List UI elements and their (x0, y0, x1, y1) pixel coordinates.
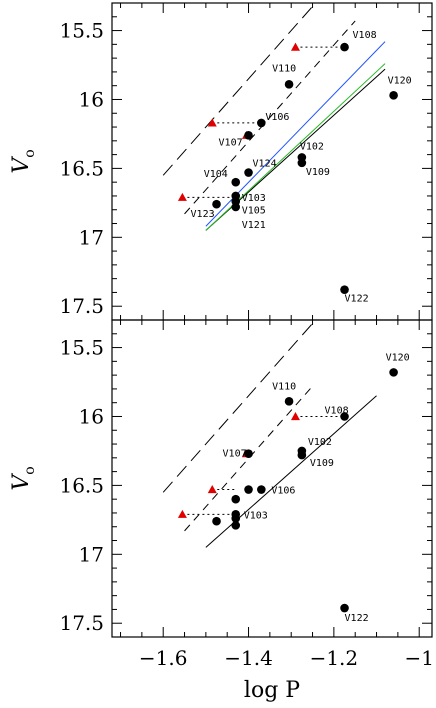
fundamentalized-marker (178, 510, 187, 518)
star-marker (285, 397, 294, 406)
fundamentalized-marker (208, 485, 217, 493)
star-marker (389, 91, 398, 100)
star-marker (231, 495, 240, 504)
star-label: V106 (265, 112, 289, 123)
y-axis-title: Vo (9, 149, 38, 173)
bottom-panel: 15.5 16 16.5 17 17.5 −1.6 −1.4 −1.2 −1 Vo log P V12… (9, 299, 434, 703)
star-label: V109 (306, 167, 330, 178)
fundamentalized-marker (291, 412, 300, 420)
star-label: V103 (244, 510, 268, 521)
star-label: V124 (253, 159, 277, 170)
star-label: V110 (272, 63, 296, 74)
star-label: V107 (223, 449, 247, 460)
y-tick-label: 16.5 (59, 156, 104, 180)
star-marker (231, 521, 240, 530)
star-label: V123 (191, 209, 215, 220)
plot-frame (112, 320, 432, 637)
pl-relation-line (206, 396, 377, 548)
y-tick-label: 17.5 (59, 294, 104, 318)
star-marker (389, 368, 398, 377)
x-tick-label: −1.6 (139, 646, 188, 670)
plot-area (163, 0, 398, 294)
star-marker (340, 604, 349, 613)
star-label: V110 (272, 381, 296, 392)
star-label: V108 (325, 405, 349, 416)
star-marker (298, 159, 307, 168)
x-tick-label: −1.4 (224, 646, 273, 670)
star-marker (257, 119, 266, 128)
x-axis-title: log P (244, 678, 300, 703)
fundamentalized-marker (291, 43, 300, 51)
star-label: V102 (300, 141, 324, 152)
star-marker (340, 43, 349, 52)
y-tick-label: 17 (79, 225, 104, 249)
y-tick-label: 16 (79, 404, 104, 428)
star-marker (244, 131, 253, 140)
star-marker (244, 485, 253, 494)
y-tick-label: 17 (79, 542, 104, 566)
y-tick-label: 17.5 (59, 611, 104, 635)
star-label: V102 (308, 437, 332, 448)
star-label: V121 (242, 220, 266, 231)
y-axis-title: Vo (9, 466, 38, 490)
y-tick-label: 15.5 (59, 336, 104, 360)
star-marker (231, 178, 240, 187)
star-label: V106 (271, 486, 295, 497)
star-label: V103 (242, 193, 266, 204)
star-label: V122 (345, 613, 369, 624)
star-label: V108 (353, 30, 377, 41)
star-marker (212, 517, 221, 526)
star-label: V105 (242, 205, 266, 216)
star-marker (257, 485, 266, 494)
star-marker (244, 168, 253, 177)
star-label: V120 (386, 352, 410, 363)
star-label: V104 (204, 169, 228, 180)
star-label: V109 (310, 458, 334, 469)
y-tick-label: 16.5 (59, 473, 104, 497)
fundamentalized-marker (178, 193, 187, 201)
star-label: V107 (219, 137, 243, 148)
y-tick-label: 15.5 (59, 19, 104, 43)
star-marker (285, 80, 294, 89)
plot-area (163, 299, 398, 612)
x-tick-label: −1.2 (310, 646, 359, 670)
star-marker (212, 200, 221, 209)
fundamentalized-marker (208, 118, 217, 126)
star-marker (298, 451, 307, 460)
x-tick-label: −1 (404, 646, 433, 670)
star-label: V120 (388, 75, 412, 86)
star-label: V122 (345, 294, 369, 305)
top-panel: 15.5 16 16.5 17 17.5 Vo V108 V110 V120 V106 V107 V1… (9, 0, 432, 320)
y-tick-label: 16 (79, 87, 104, 111)
star-marker (231, 203, 240, 212)
